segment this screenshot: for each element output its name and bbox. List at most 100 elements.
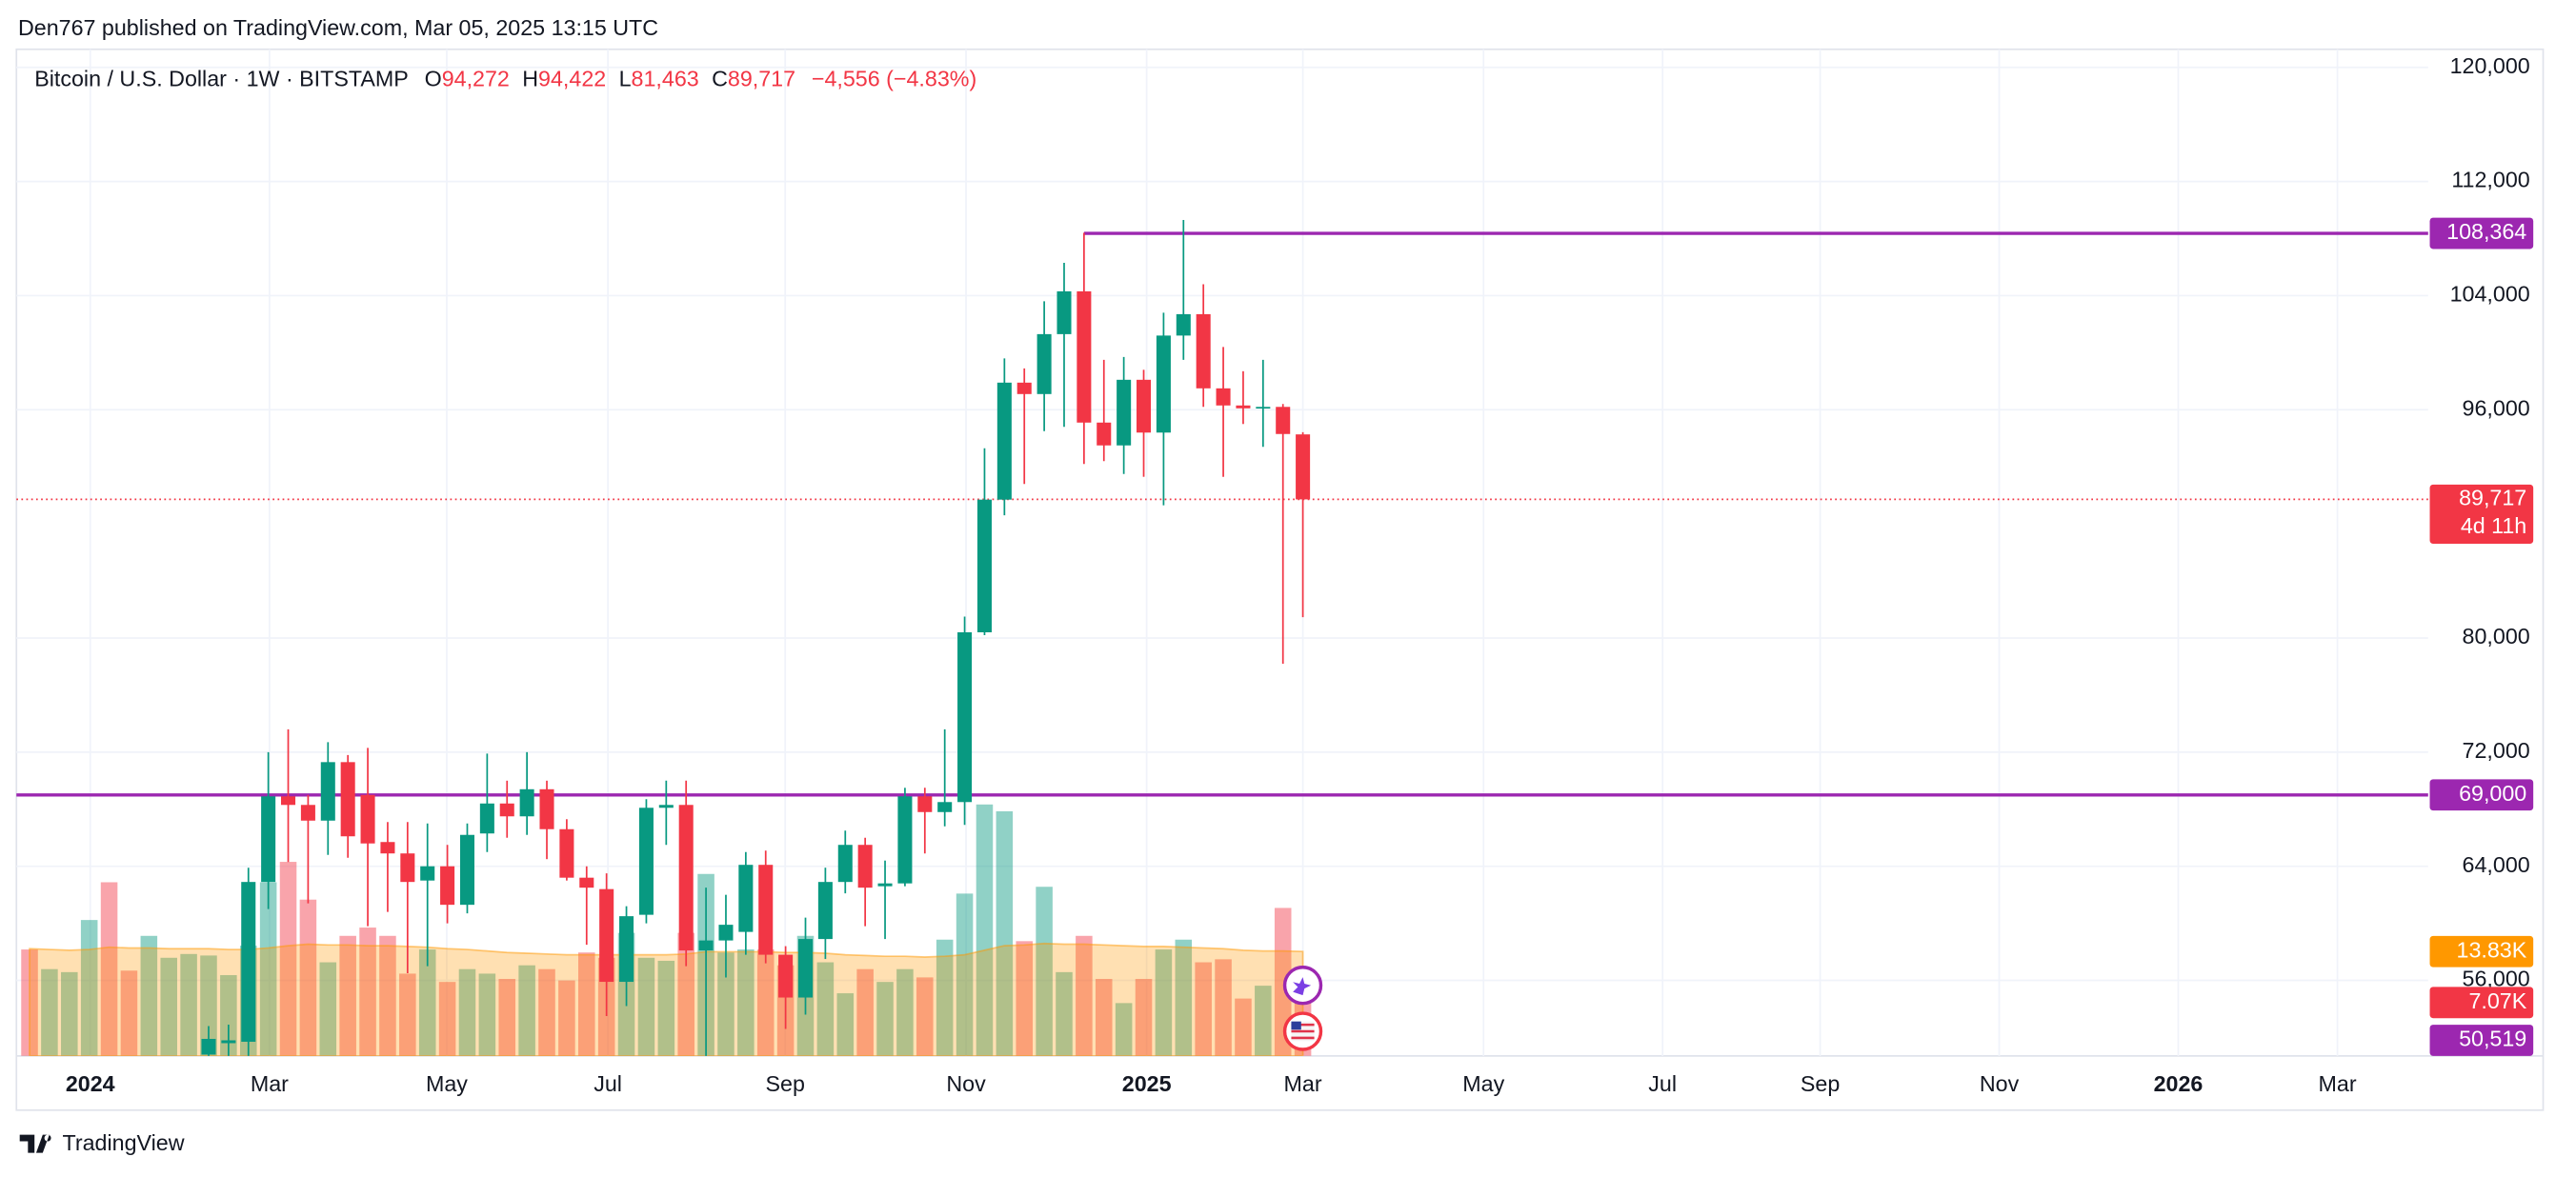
volume-bar [339,935,356,1056]
brand: TradingView [19,1130,185,1155]
candle-body [1016,382,1032,394]
volume-bar [61,971,78,1056]
candle-body [360,794,375,844]
volume-bar [677,932,694,1056]
candle-body [380,842,395,854]
volume-bar [1056,971,1073,1056]
candle-body [678,805,694,951]
y-tick-label: 112,000 [2451,168,2529,192]
volume-bar [558,980,575,1056]
volume-bar [200,955,217,1056]
volume-bar [856,968,874,1056]
price-line-label-bg [2429,779,2534,811]
x-tick-label: Mar [2319,1071,2357,1096]
candle-body [300,805,315,821]
candle-body [1117,379,1132,446]
candle-body [937,802,953,812]
volume-bar [399,973,416,1056]
volume-bar [1155,949,1173,1056]
y-tick-label: 80,000 [2463,624,2530,648]
volume-bar [80,920,98,1056]
publisher: Den767 published on TradingView.com, Mar… [18,15,658,40]
x-tick-label: Mar [1284,1071,1322,1096]
volume-pane [21,804,1312,1056]
x-tick-label: Nov [946,1071,986,1096]
x-tick-label: May [426,1071,468,1096]
close-value: 89,717 [728,67,795,91]
volume-bar [180,953,197,1056]
candle-body [877,883,893,887]
candle-body [917,796,933,812]
candle-body [698,940,714,951]
candle-body [1097,422,1112,446]
legend-title: Bitcoin / U.S. Dollar · 1W · BITSTAMP O9… [34,67,976,91]
candle-body [1196,313,1211,389]
candle-body [817,882,833,940]
change: −4,556 (−4.83%) [812,67,976,91]
candle-body [1256,407,1271,409]
y-tick-label: 120,000 [2450,53,2530,78]
event-icon [1293,977,1312,996]
close-key: C [712,67,728,91]
x-tick-label: Sep [765,1071,804,1096]
last-price-label: 89,717 [2459,486,2526,510]
candle-body [340,762,355,837]
price-line-label: 108,364 [2446,219,2526,244]
volume-bar [359,928,376,1056]
candle-body [459,834,474,906]
x-tick-label: Jul [1648,1071,1677,1096]
candle-body [559,828,574,878]
volume-bar [996,810,1014,1056]
volume-bar [279,862,297,1056]
x-tick-label: Sep [1801,1071,1840,1096]
x-tick-label: Nov [1980,1071,2020,1096]
x-tick-label: 2024 [66,1071,115,1096]
volume-bar [916,977,934,1056]
volume-bar [299,899,317,1056]
volume-bar [836,993,855,1056]
candle-body [996,382,1012,500]
volume-bar [1195,962,1212,1056]
price-line-label: 69,000 [2459,781,2526,806]
volume-bar [637,957,655,1056]
price-lines [16,231,2428,797]
candle-body [519,788,534,817]
volume-bar [498,978,516,1056]
volume-bar [120,970,138,1056]
candle-body [400,853,415,883]
candle-body [579,877,594,888]
candle-body [539,788,554,829]
volume-bar [1135,978,1153,1056]
candles [201,220,1311,1056]
volume-bar [458,968,476,1056]
volume-bar [160,957,177,1056]
candle-body [897,796,913,884]
candle-body [619,916,634,983]
y-tick-label: 72,000 [2463,738,2530,763]
candle-body [420,866,435,881]
axes: 56,000 64,000 72,000 80,000 96,000 104,000 112… [66,53,2534,1096]
event-icons [1282,966,1323,1051]
frame [15,48,2545,1111]
volume-bar [816,962,835,1056]
volume-bar [100,882,118,1056]
candle-body [1236,405,1251,409]
y-tick-label: 56,000 [2463,967,2530,991]
candle-body [738,865,754,932]
candle-body [976,499,992,632]
volume-ma-area [29,942,1304,1056]
volume-bar [756,949,775,1056]
open-value: 94,272 [442,67,510,91]
grid [16,49,2428,1056]
high-key: H [522,67,538,91]
volume-bar [41,968,58,1056]
volume-bar [1115,1003,1133,1056]
volume-bar [1255,986,1272,1056]
x-tick-label: 2026 [2154,1071,2204,1096]
extra-label-bg [2429,1025,2534,1056]
volume-bar [379,935,396,1056]
last-price-bg [2429,484,2534,544]
volume-ma-label: 13.83K [2457,937,2527,962]
